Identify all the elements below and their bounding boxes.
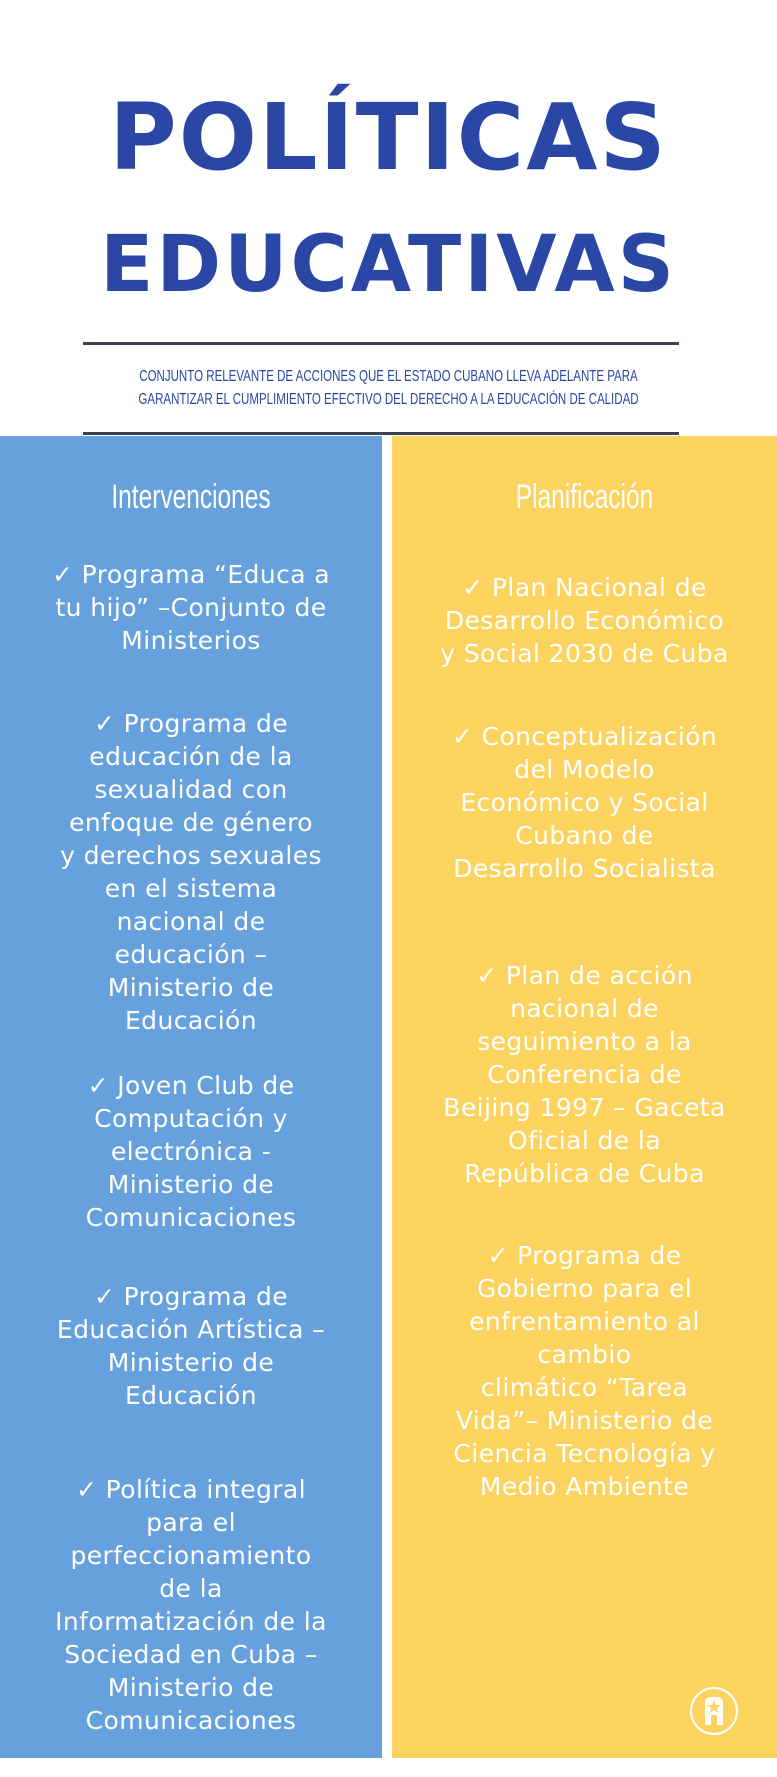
bottom-divider [83, 432, 679, 435]
planning-heading: Planificación [515, 478, 654, 516]
subtitle-line-1: CONJUNTO RELEVANTE DE ACCIONES QUE EL ES… [139, 368, 638, 385]
list-item: ✓ Programa de Educación Artística – Mini… [56, 1282, 326, 1410]
list-item: ✓ Plan de acción nacional de seguimiento… [443, 961, 726, 1188]
planning-column: Planificación ✓ Plan Nacional de Desarro… [392, 436, 777, 1758]
list-item: ✓ Joven Club de Computación y electrónic… [85, 1071, 297, 1232]
list-item: ✓ Política integral para el perfeccionam… [55, 1475, 327, 1735]
list-item: ✓ Programa de educación de la sexualidad… [60, 709, 322, 1035]
interventions-heading: Intervenciones [111, 478, 271, 516]
list-item: ✓ Plan Nacional de Desarrollo Económico … [440, 573, 729, 668]
subtitle-line-2: GARANTIZAR EL CUMPLIMIENTO EFECTIVO DEL … [138, 391, 639, 408]
interventions-column: Intervenciones ✓ Programa “Educa a tu hi… [0, 436, 382, 1758]
title-line-1: POLÍTICAS [109, 84, 668, 191]
top-divider [83, 342, 679, 345]
list-item: ✓ Conceptualización del Modelo Económico… [451, 722, 718, 883]
list-item: ✓ Programa “Educa a tu hijo” –Conjunto d… [51, 560, 331, 655]
title-line-2: EDUCATIVAS [100, 220, 677, 310]
list-item: ✓ Programa de Gobierno para el enfrentam… [453, 1241, 716, 1501]
star-emblem-logo-icon [690, 1687, 738, 1735]
